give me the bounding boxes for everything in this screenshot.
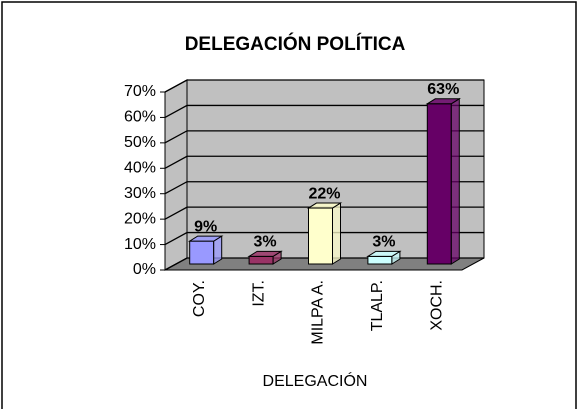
y-tick-label: 70%: [124, 83, 156, 100]
y-tick-label: 0%: [133, 261, 156, 278]
bar: [189, 240, 215, 265]
y-tick-label: 50%: [124, 134, 156, 151]
chart-title: DELEGACIÓN POLÍTICA: [185, 33, 406, 55]
grid-line: [164, 79, 484, 93]
grid-line: [164, 104, 484, 118]
x-tick-label: IZT.: [250, 280, 267, 307]
grid-line: [164, 155, 484, 169]
side-wall: [164, 79, 188, 271]
y-tick-label: 30%: [124, 185, 156, 202]
value-label: 3%: [372, 234, 395, 251]
bar-top: [425, 98, 462, 105]
bar-side: [450, 97, 460, 265]
x-tick-label: XOCH.: [429, 280, 446, 331]
bar: [248, 255, 274, 265]
bar-side: [332, 202, 341, 265]
value-label: 63%: [427, 81, 459, 98]
grid-line: [164, 181, 484, 195]
x-tick-label: MILPA A.: [310, 280, 327, 345]
bar-top: [247, 250, 283, 257]
x-tick-label: TLALP.: [369, 280, 386, 331]
value-label: 3%: [254, 234, 277, 251]
bar: [308, 207, 333, 265]
x-tick-label: COY.: [191, 280, 208, 317]
x-axis-label: DELEGACIÓN: [263, 371, 368, 390]
bar-top: [187, 235, 224, 242]
value-label: 9%: [194, 218, 217, 235]
value-label: 22%: [308, 185, 340, 202]
bar: [367, 255, 393, 265]
grid-line: [164, 130, 484, 144]
y-tick-label: 10%: [124, 236, 156, 253]
bar: [426, 103, 452, 265]
bar-top: [366, 250, 402, 257]
bar-top: [306, 202, 343, 209]
grid-line: [164, 231, 484, 246]
y-tick-label: 60%: [124, 109, 156, 126]
grid-line: [164, 206, 484, 220]
y-tick-label: 40%: [124, 160, 156, 177]
y-tick-label: 20%: [124, 210, 156, 227]
